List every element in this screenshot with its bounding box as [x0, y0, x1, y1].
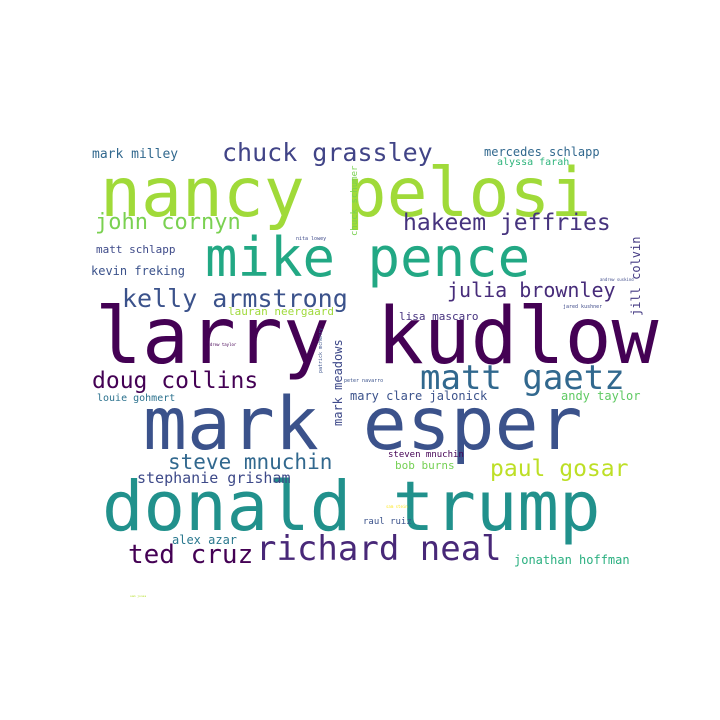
word-bob-burns: bob burns — [395, 459, 455, 472]
word-nita-lowey: nita lowey — [296, 236, 327, 242]
word-chuck-schumer: chuck schumer — [350, 165, 360, 236]
word-lisa-mascaro: lisa mascaro — [399, 310, 479, 323]
word-alyssa-farah: alyssa farah — [497, 157, 570, 168]
word-peter-navarro: peter navarro — [344, 378, 384, 384]
word-lauran-neergaard: lauran neergaard — [228, 305, 334, 318]
word-alex-azar: alex azar — [172, 533, 238, 547]
word-stephanie-grisham: stephanie grisham — [137, 469, 291, 487]
word-andrew-suskind: andrew suskind — [600, 277, 634, 282]
word-chuck-grassley: chuck grassley — [222, 138, 433, 167]
word-hakeem-jeffries: hakeem jeffries — [403, 210, 611, 236]
word-matt-schlapp: matt schlapp — [96, 243, 176, 256]
word-john-cornyn: john cornyn — [95, 210, 241, 235]
word-richard-neal: richard neal — [256, 529, 502, 569]
word-andrew-taylor: andrew taylor — [205, 342, 237, 347]
word-louie-gohmert: louie gohmert — [97, 393, 176, 404]
word-raul-ruiz: raul ruiz — [363, 517, 412, 527]
word-mark-esper: mark esper — [143, 382, 583, 467]
word-sam-jones: sam jones — [130, 594, 147, 598]
word-larry-kudlow: larry kudlow — [95, 292, 659, 382]
word-jonathan-hoffman: jonathan hoffman — [514, 553, 630, 567]
word-kelly-armstrong: kelly armstrong — [122, 284, 348, 313]
word-matt-gaetz: matt gaetz — [420, 358, 625, 398]
word-sam-stein: sam stein — [386, 504, 408, 509]
word-ted-cruz: ted cruz — [128, 540, 254, 570]
word-steve-mnuchin: steve mnuchin — [168, 450, 333, 474]
word-mike-pence: mike pence — [205, 226, 531, 289]
word-mercedes-schlapp: mercedes schlapp — [484, 145, 600, 159]
word-kevin-freking: kevin freking — [91, 264, 185, 278]
word-steven-mnuchin: steven mnuchin — [388, 450, 464, 460]
word-paul-gosar: paul gosar — [490, 456, 629, 482]
word-donald-trump: donald trump — [102, 467, 601, 547]
word-mark-meadows: mark meadows — [331, 339, 345, 426]
word-jared-kushner: jared kushner — [563, 304, 603, 310]
word-andy-taylor: andy taylor — [561, 389, 641, 403]
word-patrick-mchenry: patrick mchenry — [318, 327, 324, 373]
word-mary-clare-jalonick: mary clare jalonick — [350, 389, 488, 403]
word-nancy-pelosi: nancy pelosi — [100, 154, 592, 233]
word-julia-brownley: julia brownley — [447, 278, 616, 302]
word-mark-milley: mark milley — [92, 147, 179, 162]
word-doug-collins: doug collins — [92, 368, 259, 394]
